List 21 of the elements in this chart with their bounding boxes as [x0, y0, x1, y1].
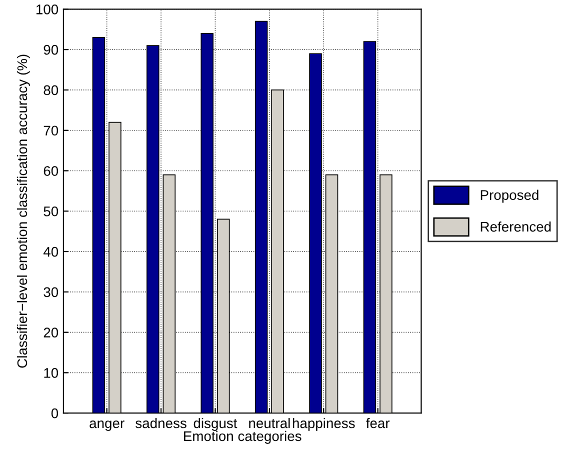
y-axis-title: Classifier−level emotion classification accuracy (%): [16, 54, 30, 368]
y-tick-label: 20: [44, 328, 58, 338]
y-tick-label: 50: [44, 206, 58, 216]
legend-label: Proposed: [480, 190, 538, 203]
x-tick-label: fear: [366, 418, 390, 428]
y-tick-label: 60: [44, 166, 58, 176]
x-tick-label: neutral: [249, 418, 290, 428]
y-tick-label: 90: [44, 44, 58, 55]
y-tick-label: 70: [44, 126, 58, 136]
x-tick-label: disgust: [194, 418, 238, 431]
x-tick-label: anger: [90, 420, 124, 431]
y-tick-label: 80: [44, 85, 58, 96]
y-tick-label: 30: [44, 287, 58, 298]
x-tick-label: happiness: [292, 418, 355, 431]
x-tick-label: sadness: [136, 418, 186, 428]
y-tick-label: 40: [43, 246, 58, 257]
y-tick-label: 10: [44, 368, 58, 378]
y-tick-label: 100: [36, 4, 58, 14]
y-tick-label: 0: [51, 408, 58, 418]
x-axis-title: Emotion categories: [184, 430, 302, 444]
legend-label: Referenced: [480, 221, 551, 232]
